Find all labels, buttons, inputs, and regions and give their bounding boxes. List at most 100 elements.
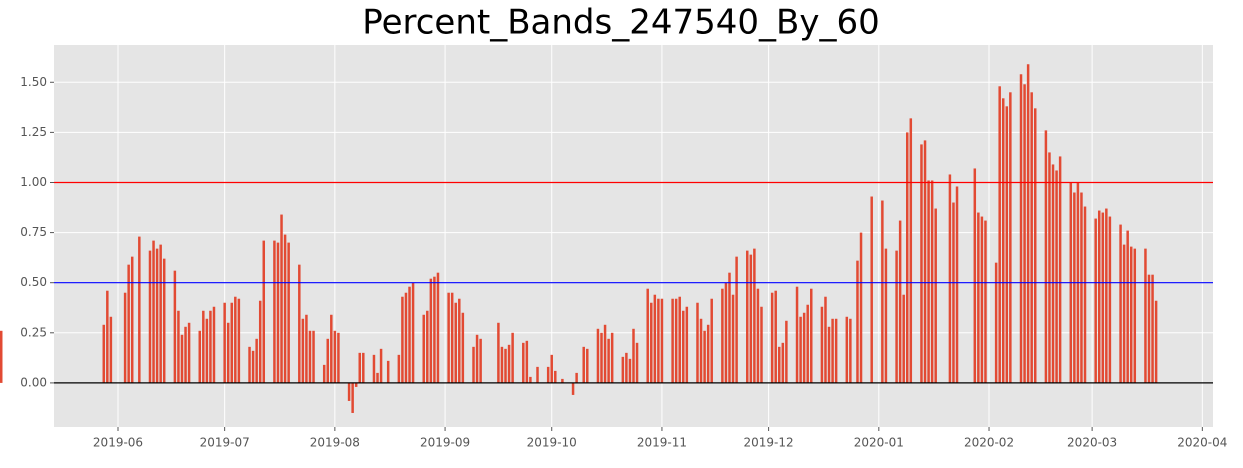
bar <box>1133 248 1137 383</box>
bar <box>1058 156 1062 383</box>
bar <box>671 298 674 383</box>
bar <box>102 324 106 383</box>
bar <box>1083 206 1087 383</box>
bar <box>447 292 450 383</box>
bar <box>824 296 827 383</box>
bar <box>724 282 728 383</box>
bar <box>696 302 699 383</box>
bar <box>1151 274 1154 383</box>
bar <box>354 382 358 387</box>
bar <box>650 302 653 383</box>
bar <box>571 382 575 395</box>
bar <box>262 240 266 383</box>
bar <box>1033 108 1037 383</box>
bar <box>1009 92 1012 383</box>
bar <box>678 296 681 383</box>
bar <box>554 370 557 383</box>
bar <box>401 296 404 383</box>
bar <box>326 338 329 383</box>
bar <box>148 250 152 383</box>
bar <box>774 290 777 383</box>
x-tick-label: 2019-09 <box>420 436 470 450</box>
bar <box>795 286 799 383</box>
bar <box>159 244 162 383</box>
bar <box>312 330 315 383</box>
bar <box>205 318 209 383</box>
x-tick-label: 2019-10 <box>527 436 577 450</box>
x-tick-label: 2019-08 <box>310 436 360 450</box>
x-tick-label: 2019-12 <box>744 436 794 450</box>
bar <box>234 296 237 383</box>
bar <box>603 324 607 383</box>
bar <box>607 338 610 383</box>
bar <box>184 326 187 383</box>
y-tick-label: 1.50 <box>20 75 47 89</box>
bar <box>230 302 234 383</box>
bar <box>408 286 411 383</box>
bar <box>660 298 664 383</box>
bar <box>322 364 326 383</box>
bar <box>1105 208 1108 383</box>
bar <box>635 342 639 383</box>
bar <box>251 350 255 383</box>
bar <box>308 330 312 383</box>
bar <box>198 330 202 383</box>
bar <box>376 372 379 383</box>
bar <box>209 310 212 383</box>
bar <box>362 352 365 383</box>
x-tick-label: 2020-03 <box>1067 436 1117 450</box>
bar <box>834 318 838 383</box>
bar <box>358 352 361 383</box>
bar <box>785 320 788 383</box>
bar <box>454 302 457 383</box>
bar <box>500 346 504 383</box>
bar <box>436 272 440 383</box>
bar <box>753 248 756 383</box>
bar <box>422 314 425 383</box>
bar <box>298 264 301 383</box>
y-tick-label: 0.25 <box>20 325 47 339</box>
bar <box>237 298 241 383</box>
bar <box>497 322 500 383</box>
bar <box>397 354 401 383</box>
x-tick-label: 2019-11 <box>637 436 687 450</box>
bar <box>1030 92 1033 383</box>
bar <box>404 292 408 383</box>
bar <box>1147 274 1151 383</box>
bar <box>849 318 852 383</box>
bar <box>802 312 806 383</box>
bar <box>731 294 735 383</box>
bar <box>550 354 553 383</box>
bar <box>1055 170 1058 383</box>
chart-title: Percent_Bands_247540_By_60 <box>362 3 879 43</box>
bar <box>273 240 276 383</box>
bar <box>258 300 262 383</box>
bar <box>845 316 849 383</box>
bar <box>511 332 514 383</box>
bar <box>276 242 280 383</box>
y-tick-label: 0.75 <box>20 225 47 239</box>
bar <box>138 236 141 383</box>
bar <box>632 328 635 383</box>
bar <box>379 348 383 383</box>
bar <box>1073 192 1076 383</box>
bar <box>756 288 760 383</box>
bar <box>187 322 191 383</box>
bar <box>479 338 482 383</box>
bar <box>810 288 813 383</box>
bar <box>472 346 475 383</box>
bar <box>948 174 952 383</box>
bar <box>162 258 166 383</box>
bar <box>920 144 923 383</box>
bar <box>1001 98 1005 383</box>
bar <box>173 270 177 383</box>
x-tick-label: 2020-02 <box>964 436 1014 450</box>
bar <box>703 330 706 383</box>
bar <box>977 212 980 383</box>
bar <box>600 332 603 383</box>
bar <box>831 318 834 383</box>
bar <box>582 346 585 383</box>
bar <box>127 264 130 383</box>
bar <box>827 326 831 383</box>
